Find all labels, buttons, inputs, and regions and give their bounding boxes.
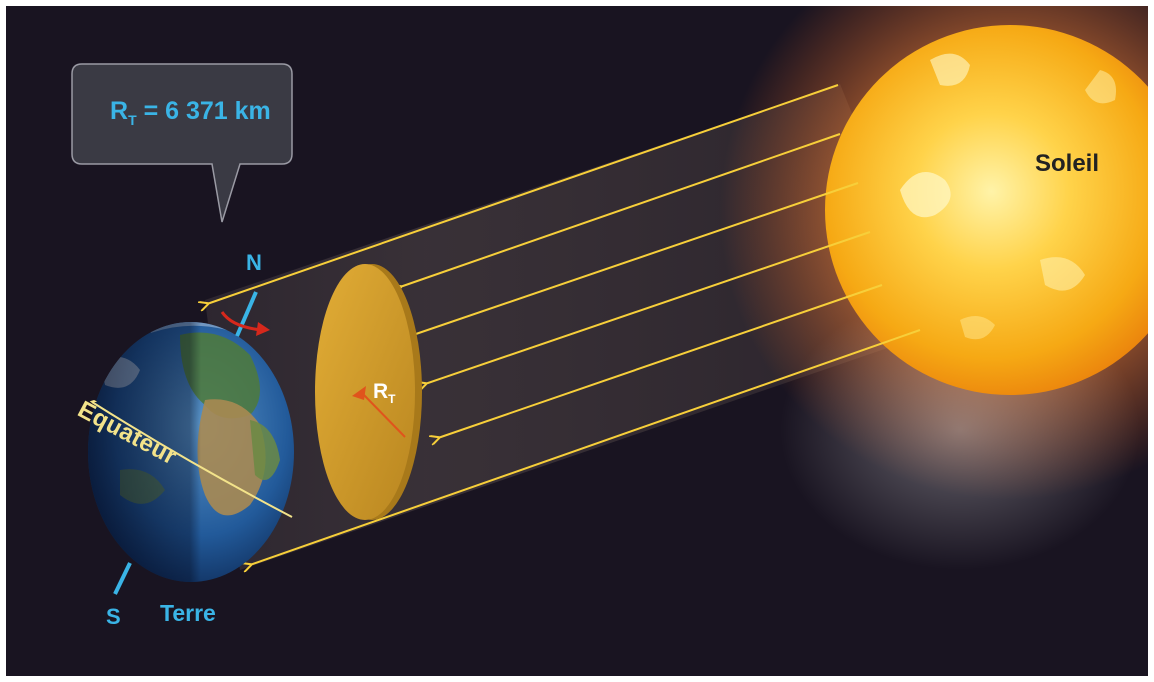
disc-radius-label: RT: [373, 380, 396, 406]
radius-subscript: T: [128, 112, 137, 128]
ray-arrow-icon: [250, 329, 921, 565]
disc-radius-symbol: R: [373, 380, 389, 403]
equator-line: [91, 401, 293, 518]
ray-arrow-icon: [400, 133, 841, 287]
sun-label: Soleil: [1035, 150, 1100, 177]
earth-radius-callout: RT = 6 371 km: [110, 97, 271, 128]
ray-arrow-icon: [438, 284, 883, 438]
sun-rays: [207, 84, 921, 565]
cross-section-disc: [315, 264, 422, 520]
ray-arrow-icon: [207, 84, 839, 304]
north-pole-label: N: [246, 250, 262, 275]
earth-label: Terre: [160, 600, 216, 626]
south-pole-label: S: [106, 604, 121, 629]
south-axis: [113, 562, 132, 595]
ray-arrow-icon: [425, 231, 871, 384]
radius-arrow: [361, 392, 406, 438]
callout-bubble: [71, 63, 293, 223]
sun-sphere: [825, 25, 1154, 395]
north-axis: [235, 291, 258, 337]
sun: [720, 0, 1154, 570]
disc-radius-subscript: T: [388, 392, 396, 407]
ray-arrow-icon: [410, 182, 859, 336]
radius-symbol: R: [110, 97, 129, 125]
radius-value: = 6 371 km: [136, 97, 271, 125]
